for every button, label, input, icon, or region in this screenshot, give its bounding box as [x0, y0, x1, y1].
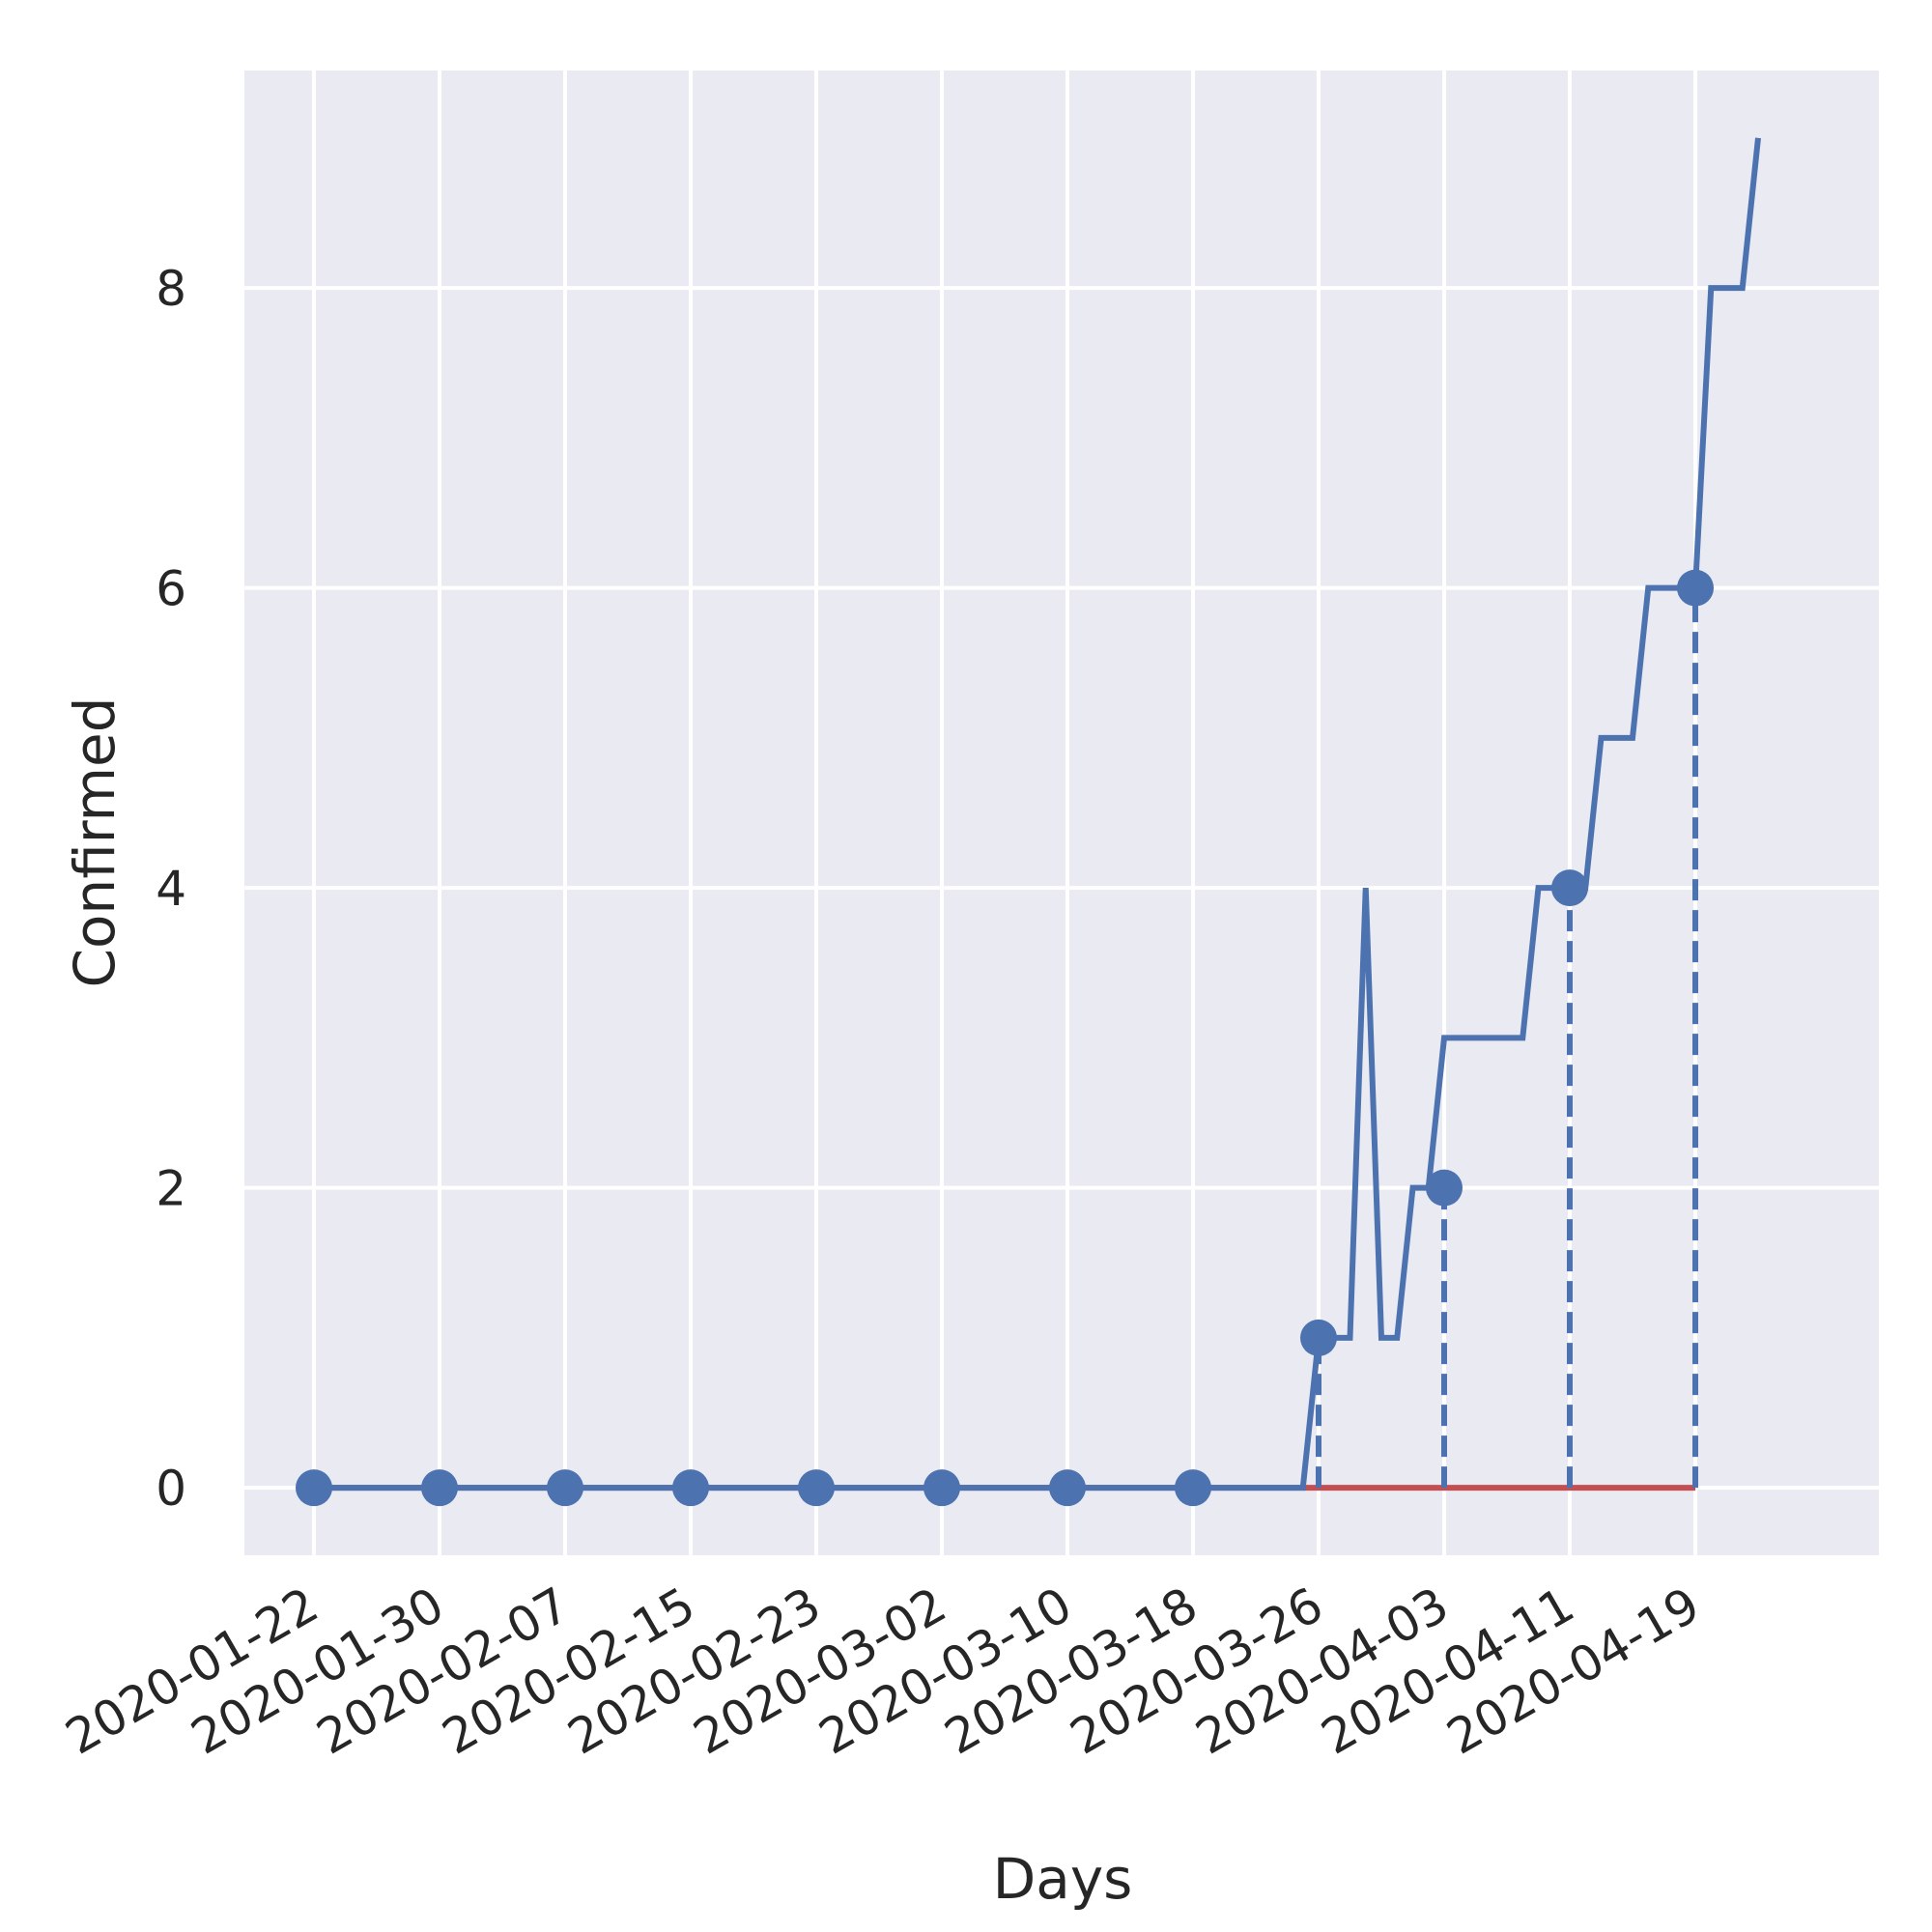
data-point-marker	[1300, 1320, 1337, 1356]
data-point-marker	[798, 1469, 835, 1506]
data-point-marker	[1049, 1469, 1086, 1506]
data-point-marker	[1677, 570, 1714, 607]
data-point-marker	[547, 1469, 583, 1506]
y-tick-label: 8	[156, 261, 186, 317]
data-point-marker	[1426, 1170, 1463, 1207]
y-tick-label: 2	[156, 1161, 186, 1217]
data-point-marker	[296, 1469, 332, 1506]
y-tick-label: 4	[156, 861, 186, 917]
data-point-marker	[1175, 1469, 1211, 1506]
x-axis-label: Days	[993, 1846, 1133, 1912]
plot-area	[244, 71, 1879, 1555]
y-tick-label: 6	[156, 561, 186, 617]
data-point-marker	[1551, 869, 1588, 906]
y-tick-label: 0	[156, 1461, 186, 1517]
data-point-marker	[672, 1469, 709, 1506]
data-point-marker	[923, 1469, 960, 1506]
y-axis-label: Confirmed	[62, 696, 128, 987]
data-point-marker	[421, 1469, 458, 1506]
